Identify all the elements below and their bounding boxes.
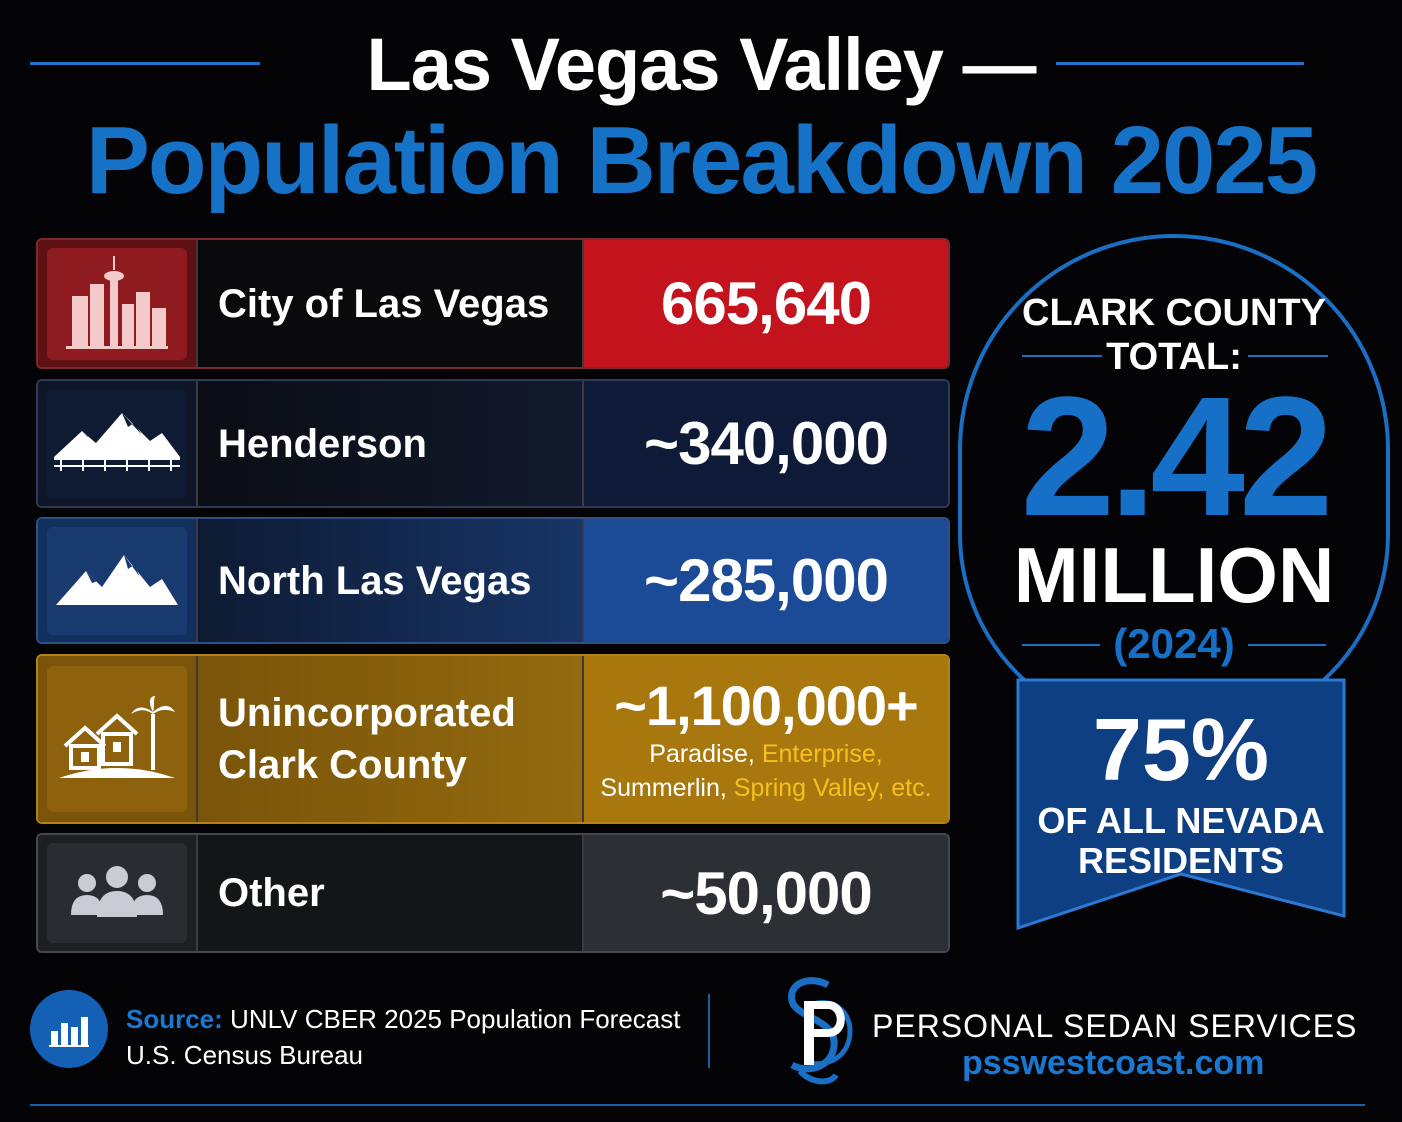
title-rule-right xyxy=(1056,62,1304,65)
row-name: Other xyxy=(198,835,584,951)
badge-total-unit: MILLION xyxy=(1013,531,1335,619)
footer-rule xyxy=(30,1104,1365,1106)
row-value: ~1,100,000+ xyxy=(614,673,919,737)
population-row-north-las-vegas: North Las Vegas ~285,000 xyxy=(36,517,950,644)
ribbon-text-line2: RESIDENTS xyxy=(1077,840,1285,881)
mountain-icon xyxy=(56,554,178,605)
row-value: ~50,000 xyxy=(660,859,873,927)
badge-label-line1: CLARK COUNTY xyxy=(1022,292,1326,334)
ribbon-banner xyxy=(1016,678,1346,930)
source-text: UNLV CBER 2025 Population Forecast xyxy=(230,1004,681,1034)
source-line2: U.S. Census Bureau xyxy=(126,1040,364,1070)
source-label: Source: xyxy=(126,1004,223,1034)
population-row-henderson: Henderson ~340,000 xyxy=(36,379,950,508)
row-name-line1: Unincorporated xyxy=(218,691,516,735)
brand-url-link[interactable]: psswestcoast.com xyxy=(962,1044,1265,1082)
row-subtext: Paradise, Enterprise, Summerlin, Spring … xyxy=(600,739,932,802)
badge-total-number: 2.42 xyxy=(1020,362,1334,552)
population-row-las-vegas: City of Las Vegas 665,640 xyxy=(36,238,950,369)
ribbon-text-line1: OF ALL NEVADA xyxy=(1037,800,1325,841)
row-name-line2: Clark County xyxy=(218,743,467,787)
badge-year: (2024) xyxy=(1113,620,1235,667)
row-value: 665,640 xyxy=(661,270,872,337)
page-subtitle: Population Breakdown 2025 xyxy=(85,107,1318,214)
title-rule-left xyxy=(30,62,260,65)
bar-chart-icon xyxy=(30,990,108,1068)
ribbon-percent: 75% xyxy=(1092,700,1270,799)
row-value: ~340,000 xyxy=(644,410,889,477)
row-name: City of Las Vegas xyxy=(198,240,584,367)
population-row-other: Other ~50,000 xyxy=(36,833,950,953)
footer-divider xyxy=(708,994,710,1068)
row-name: Henderson xyxy=(198,381,584,506)
row-value: ~285,000 xyxy=(644,547,889,614)
badge-rule xyxy=(1248,644,1326,646)
pss-monogram-logo xyxy=(788,977,853,1085)
badge-rule xyxy=(1022,355,1102,357)
skyline-icon xyxy=(66,255,168,349)
houses-palm-icon xyxy=(59,696,175,778)
badge-rule xyxy=(1248,355,1328,357)
brand-name: PERSONAL SEDAN SERVICES xyxy=(872,1008,1358,1044)
row-name: North Las Vegas xyxy=(198,519,584,642)
badge-rule xyxy=(1022,644,1100,646)
page-title: Las Vegas Valley — xyxy=(366,23,1037,106)
mountain-bridge-icon xyxy=(54,412,180,471)
source-line1: Source: UNLV CBER 2025 Population Foreca… xyxy=(126,1004,680,1035)
people-group-icon xyxy=(71,866,163,917)
badge-label-line2: TOTAL: xyxy=(1106,336,1242,378)
population-row-unincorporated: Unincorporated Clark County ~1,100,000+ … xyxy=(36,654,950,824)
